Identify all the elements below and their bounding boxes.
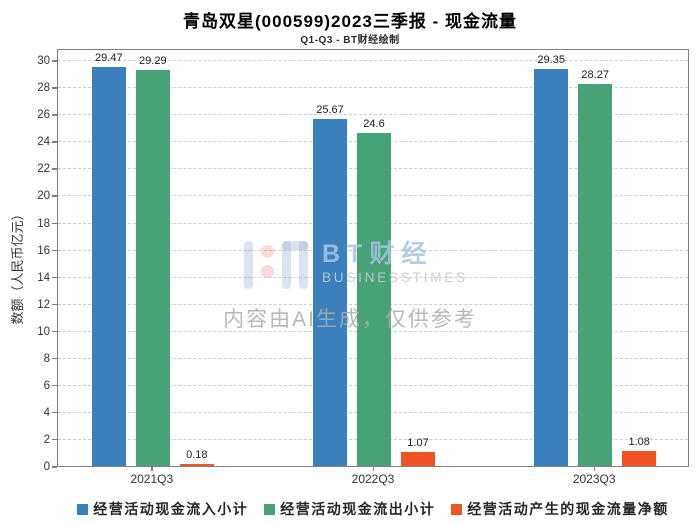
bar-value-label: 29.29 xyxy=(139,54,167,67)
y-tick-mark xyxy=(52,195,57,197)
y-tick-mark xyxy=(52,60,57,62)
chart-subtitle: Q1-Q3 - BT财经绘制 xyxy=(300,35,400,46)
gridline xyxy=(58,87,688,89)
x-tick-mark xyxy=(593,467,596,471)
y-tick-mark xyxy=(52,466,57,468)
x-tick-mark xyxy=(372,467,374,471)
y-tick-mark xyxy=(52,438,57,441)
y-tick-mark xyxy=(52,141,57,143)
y-tick-label: 30 xyxy=(37,55,50,68)
bar xyxy=(534,68,569,466)
x-tick-label: 2022Q3 xyxy=(351,472,395,486)
y-tick-label: 22 xyxy=(37,163,50,176)
y-tick-label: 10 xyxy=(37,325,50,338)
y-tick-mark xyxy=(52,357,57,360)
y-tick-label: 6 xyxy=(43,379,50,392)
bar-value-label: 1.07 xyxy=(407,436,429,449)
y-tick-mark xyxy=(52,168,57,170)
legend-item: 经营活动现金流出小计 xyxy=(264,499,435,519)
x-tick-label: 2021Q3 xyxy=(130,472,174,486)
y-tick-label: 28 xyxy=(37,82,50,95)
bar xyxy=(401,451,435,466)
bar-value-label: 1.08 xyxy=(628,436,650,449)
y-tick-label: 2 xyxy=(43,433,50,446)
bar xyxy=(179,463,214,466)
legend-label: 经营活动现金流入小计 xyxy=(93,501,249,517)
legend: 经营活动现金流入小计 经营活动现金流出小计 经营活动产生的现金流量净额 xyxy=(57,499,689,519)
x-tick-label: 2023Q3 xyxy=(572,472,616,486)
legend-swatch-icon xyxy=(77,503,89,515)
bar xyxy=(313,118,347,466)
x-tick-mark xyxy=(151,467,153,471)
bar xyxy=(578,83,613,466)
bar-value-label: 29.35 xyxy=(537,53,565,66)
y-tick-mark xyxy=(52,249,57,252)
y-tick-mark xyxy=(52,330,57,333)
y-tick-mark xyxy=(52,114,57,116)
y-tick-label: 12 xyxy=(37,298,50,311)
bar xyxy=(622,451,657,466)
legend-label: 经营活动产生的现金流量净额 xyxy=(467,501,669,517)
y-tick-label: 14 xyxy=(37,271,50,284)
legend-item: 经营活动产生的现金流量净额 xyxy=(451,499,669,519)
bar xyxy=(135,69,170,466)
bar-value-label: 0.18 xyxy=(186,448,208,461)
y-tick-mark xyxy=(52,222,57,224)
y-tick-mark xyxy=(52,384,57,387)
chart-title: 青岛双星(000599)2023三季报 - 现金流量 xyxy=(183,12,517,31)
bar xyxy=(91,67,126,466)
y-tick-label: 18 xyxy=(37,217,50,230)
bar xyxy=(357,133,391,466)
y-tick-label: 4 xyxy=(43,406,50,419)
legend-swatch-icon xyxy=(264,503,276,515)
y-tick-mark xyxy=(52,303,57,306)
y-tick-mark xyxy=(52,276,57,279)
bar-value-label: 28.27 xyxy=(581,68,609,81)
y-tick-label: 16 xyxy=(37,244,50,257)
y-tick-label: 24 xyxy=(37,136,50,149)
gridline xyxy=(58,114,688,116)
bar-value-label: 24.6 xyxy=(363,118,385,131)
y-tick-label: 0 xyxy=(43,461,50,473)
bar-value-label: 25.67 xyxy=(316,103,344,116)
y-tick-mark xyxy=(52,87,57,89)
y-tick-mark xyxy=(52,411,57,414)
bar-value-label: 29.47 xyxy=(95,52,123,65)
legend-label: 经营活动现金流出小计 xyxy=(280,501,436,517)
y-tick-label: 26 xyxy=(37,109,50,122)
y-tick-label: 8 xyxy=(43,352,50,365)
plot-area: 29.47 25.67 29.35 29.29 24.6 28.27 0.18 1.07 1.0… xyxy=(57,49,689,467)
y-tick-label: 20 xyxy=(37,190,50,203)
legend-item: 经营活动现金流入小计 xyxy=(77,499,248,519)
gridline xyxy=(58,60,688,62)
legend-swatch-icon xyxy=(451,503,463,515)
